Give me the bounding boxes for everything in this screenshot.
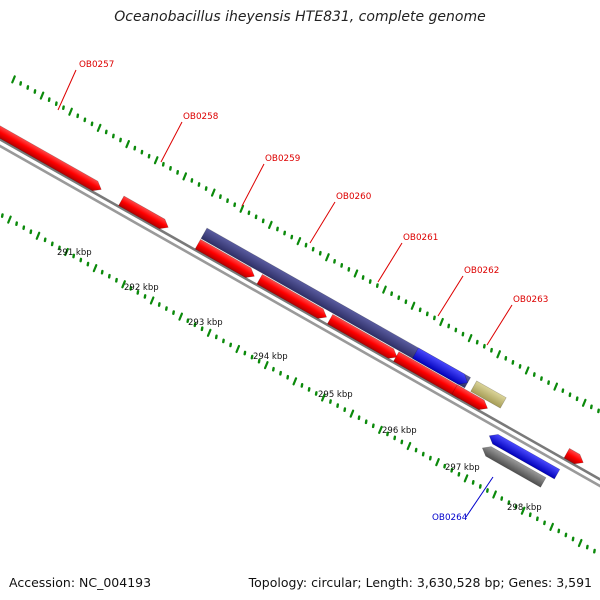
position-label-4: 294 kbp <box>253 352 288 362</box>
gene-red-small-block[interactable] <box>563 448 586 467</box>
leader-line-ob0258 <box>160 121 183 163</box>
major-tick <box>39 91 45 100</box>
major-tick <box>153 156 159 165</box>
position-label-7: 297 kbp <box>445 463 480 473</box>
major-tick <box>577 538 583 548</box>
major-tick <box>520 506 526 515</box>
major-tick <box>467 334 473 343</box>
leader-line-ob0263 <box>486 304 513 346</box>
label-leader-lines <box>57 69 513 518</box>
major-tick <box>210 188 216 197</box>
leader-line-ob0264 <box>465 476 494 518</box>
major-tick <box>68 107 73 116</box>
position-label-2: 292 kbp <box>124 283 159 293</box>
major-tick <box>292 377 298 386</box>
gene-ob0258-block[interactable] <box>118 195 171 232</box>
major-tick <box>382 285 387 294</box>
gene-label-ob0257: OB0257 <box>79 60 114 70</box>
major-tick <box>378 425 383 434</box>
gene-ob0260-block[interactable] <box>256 273 329 322</box>
gene-label-ob0261: OB0261 <box>403 233 438 243</box>
leader-line-ob0261 <box>377 242 403 283</box>
major-tick <box>549 522 554 531</box>
gene-ob0259-block[interactable] <box>194 238 257 281</box>
major-tick <box>296 237 302 246</box>
backbone-line <box>0 137 600 481</box>
major-tick <box>11 75 16 84</box>
leader-line-ob0262 <box>437 275 464 317</box>
major-tick <box>149 296 155 305</box>
major-tick <box>92 264 98 273</box>
gene-ob0263-block[interactable] <box>451 384 490 413</box>
gene-label-ob0259: OB0259 <box>265 154 300 164</box>
major-tick <box>239 204 245 213</box>
major-tick <box>235 344 241 354</box>
major-tick <box>439 317 444 327</box>
gene-blue-highlight-block[interactable] <box>412 347 470 388</box>
major-tick <box>553 382 559 391</box>
position-label-5: 295 kbp <box>318 390 353 400</box>
gene-label-ob0263: OB0263 <box>513 295 548 305</box>
gene-label-ob0264: OB0264 <box>432 513 468 523</box>
major-tick <box>406 441 412 451</box>
position-label-6: 296 kbp <box>382 426 417 436</box>
genome-backbone <box>0 137 600 488</box>
genome-stats-text: Topology: circular; Length: 3,630,528 bp… <box>248 575 592 590</box>
major-tick <box>410 301 416 310</box>
major-tick <box>7 215 12 224</box>
major-tick <box>268 220 273 230</box>
major-tick <box>178 312 184 321</box>
major-tick <box>182 172 188 181</box>
gene-ob0264-block[interactable] <box>487 431 561 480</box>
position-label-8: 298 kbp <box>507 503 542 513</box>
gene-label-ob0262: OB0262 <box>464 266 499 276</box>
major-tick <box>581 398 587 407</box>
major-tick <box>206 328 212 337</box>
major-tick <box>325 253 330 262</box>
gene-label-ob0258: OB0258 <box>183 112 218 122</box>
major-tick <box>463 474 469 483</box>
gene-feature-group <box>0 109 586 488</box>
operon-navy-block[interactable] <box>200 227 471 389</box>
major-tick <box>263 361 269 370</box>
gene-label-ob0260: OB0260 <box>336 192 372 202</box>
gene-features[interactable] <box>0 99 592 500</box>
accession-text: Accession: NC_004193 <box>9 575 152 590</box>
major-tick <box>349 409 355 418</box>
gene-grey-block[interactable] <box>480 443 547 488</box>
lower-tick-track <box>0 213 596 554</box>
leader-line-ob0260 <box>309 201 336 244</box>
major-tick <box>125 139 130 149</box>
major-tick <box>321 393 326 402</box>
major-tick <box>35 231 41 240</box>
major-tick <box>353 269 359 278</box>
major-tick <box>96 123 102 132</box>
upper-tick-track <box>11 75 600 414</box>
major-tick <box>524 366 530 375</box>
major-tick <box>64 247 69 257</box>
major-tick <box>435 458 440 467</box>
backbone-line <box>0 144 600 488</box>
major-tick <box>496 350 501 359</box>
map-title: Oceanobacillus iheyensis HTE831, complet… <box>114 9 486 25</box>
leader-line-ob0257 <box>57 69 77 111</box>
gene-labels: OB0257 OB0258 OB0259 OB0260 OB0261 OB0262 OB02… <box>79 60 548 523</box>
major-tick <box>121 280 126 289</box>
gene-khaki-block[interactable] <box>470 380 507 409</box>
gene-ob0261-block[interactable] <box>326 313 399 362</box>
leader-line-ob0259 <box>241 163 265 207</box>
gene-ob0257-block[interactable] <box>0 109 104 194</box>
major-tick <box>492 490 497 499</box>
position-label-1: 291 kbp <box>57 248 92 258</box>
position-label-3: 293 kbp <box>188 318 223 328</box>
position-labels: 291 kbp 292 kbp 293 kbp 294 kbp 295 kbp 296 k… <box>57 248 542 513</box>
